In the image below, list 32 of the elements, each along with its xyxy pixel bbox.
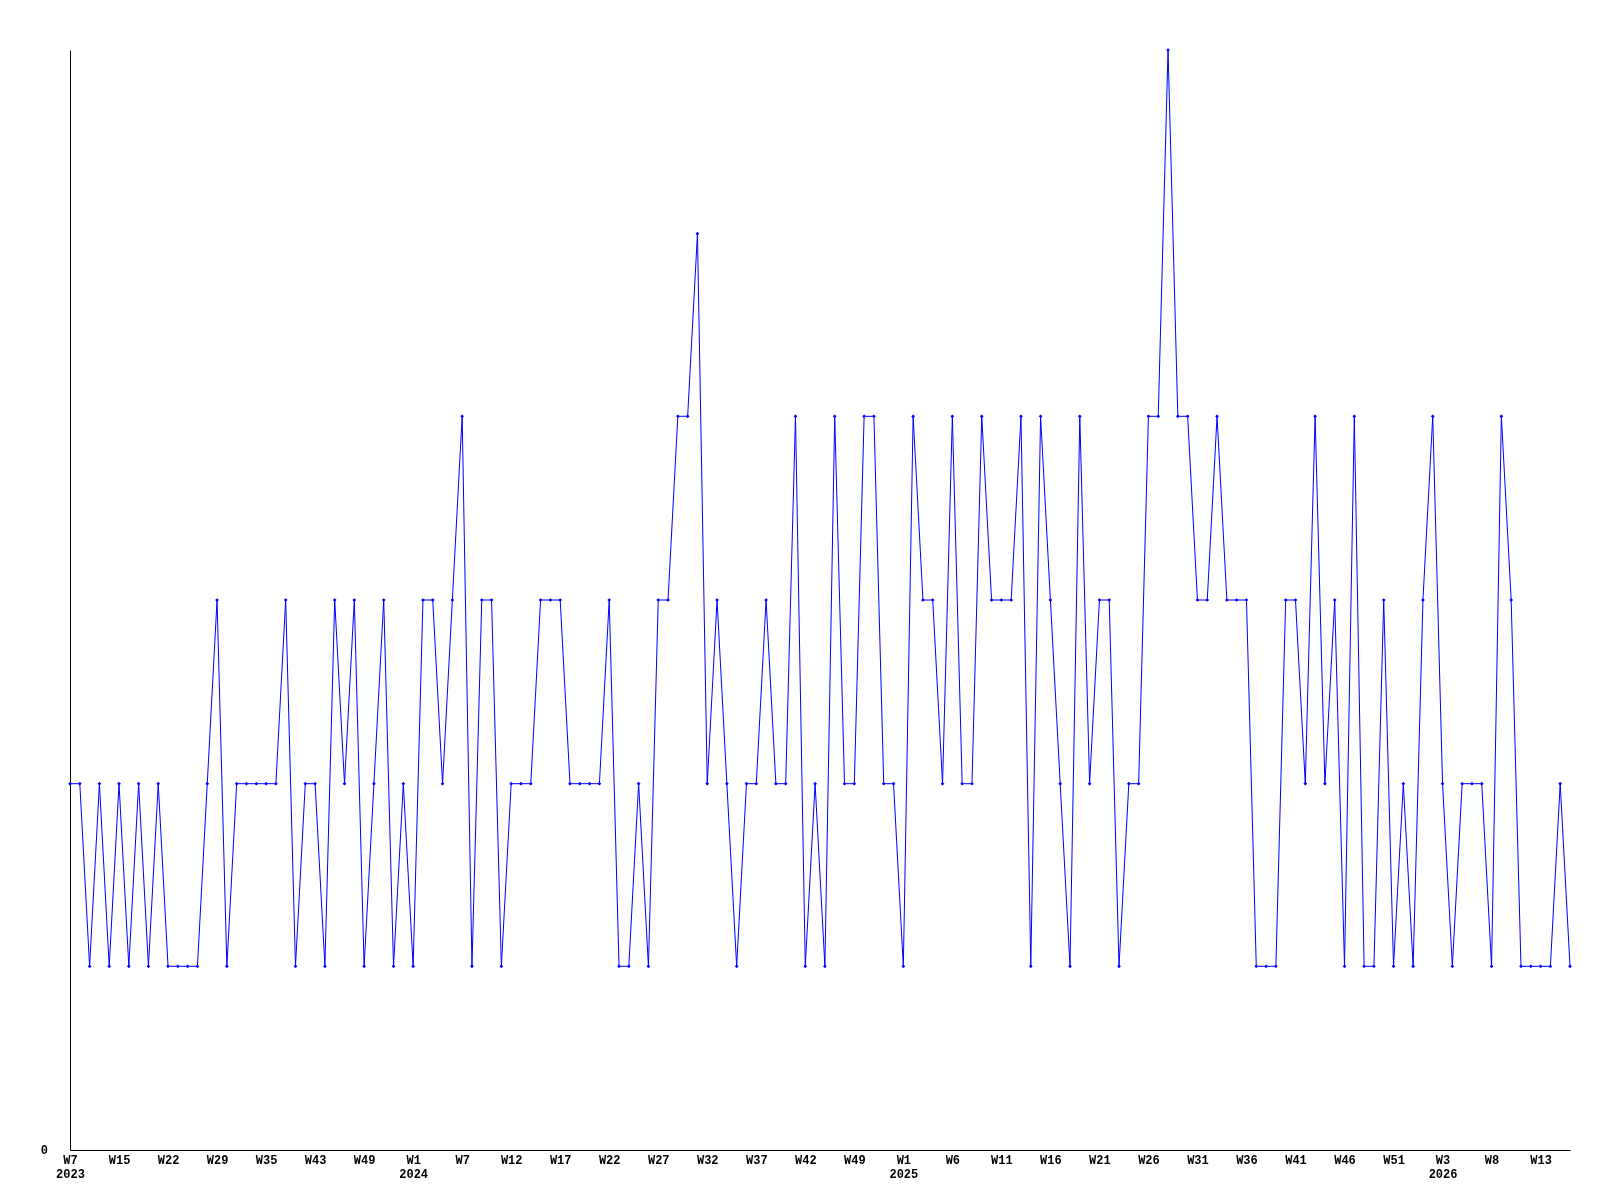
x-tick-label: W1 2025 xyxy=(889,1153,919,1182)
x-tick-label: W16 xyxy=(1040,1153,1062,1168)
x-tick-label: W7 xyxy=(455,1153,470,1168)
x-tick-label: W26 xyxy=(1138,1153,1160,1168)
x-tick-label: W12 xyxy=(500,1153,523,1168)
x-tick-label: W22 xyxy=(157,1153,180,1168)
x-tick-label: W27 xyxy=(647,1153,670,1168)
x-tick-label: W22 xyxy=(598,1153,621,1168)
x-tick-label: W46 xyxy=(1334,1153,1356,1168)
text: 0 xyxy=(40,1144,48,1158)
x-tick-label: W6 xyxy=(945,1153,961,1168)
x-tick-label: W32 xyxy=(696,1153,719,1168)
x-tick-label: W49 xyxy=(353,1153,376,1168)
x-tick-label: W42 xyxy=(794,1153,817,1168)
x-tick-label: W36 xyxy=(1236,1153,1258,1168)
x-tick-label: W51 xyxy=(1383,1153,1405,1168)
x-tick-label: W43 xyxy=(304,1153,327,1168)
x-tick-label: W37 xyxy=(745,1153,768,1168)
x-tick-label: W31 xyxy=(1187,1153,1209,1168)
x-tick-label: W3 2026 xyxy=(1428,1153,1458,1182)
x-tick-label: W29 xyxy=(206,1153,229,1168)
x-tick-label: W13 xyxy=(1530,1153,1552,1168)
x-tick-label: W8 xyxy=(1484,1153,1500,1168)
x-tick-label: W41 xyxy=(1285,1153,1307,1168)
x-tick-label: W7 2023 xyxy=(56,1153,85,1182)
x-tick-label: W49 xyxy=(844,1153,866,1168)
x-tick-label: W15 xyxy=(108,1153,131,1168)
x-tick-label: W35 xyxy=(255,1153,278,1168)
x-tick-label: W21 xyxy=(1089,1153,1111,1168)
x-tick-label: W1 2024 xyxy=(399,1153,429,1182)
x-tick-label: W17 xyxy=(549,1153,572,1168)
x-tick-label: W11 xyxy=(991,1153,1013,1168)
